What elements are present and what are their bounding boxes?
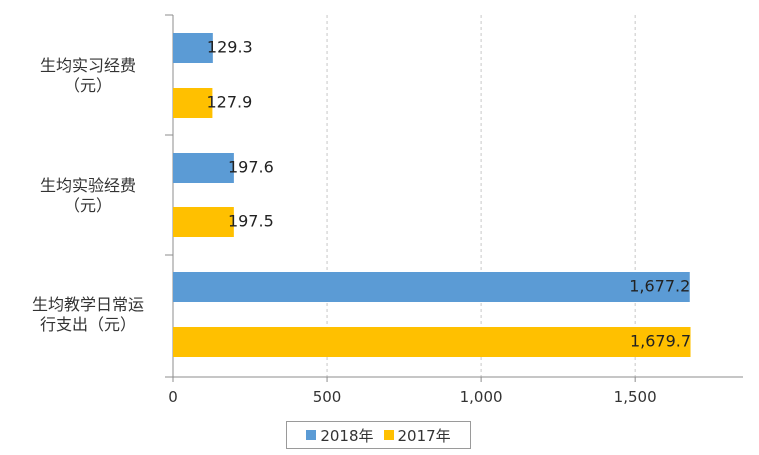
category-label-1: 生均实验经费（元） bbox=[40, 176, 136, 215]
tick-labels: 0 500 1,000 1,500 bbox=[168, 388, 656, 406]
data-label-2018-2: 1,677.2 bbox=[629, 277, 690, 296]
data-label-2018-0: 129.3 bbox=[207, 38, 253, 57]
bar-2018-0 bbox=[173, 33, 213, 63]
data-labels: 129.3 197.6 1,677.2 127.9 197.5 1,679.7 bbox=[207, 38, 692, 351]
x-tick-label-1000: 1,000 bbox=[460, 388, 503, 406]
x-tick-label-1500: 1,500 bbox=[614, 388, 657, 406]
legend-item-2017: 2017年 bbox=[383, 425, 451, 446]
legend: 2018年 2017年 bbox=[286, 421, 471, 449]
data-label-2017-2: 1,679.7 bbox=[630, 332, 691, 351]
axes bbox=[165, 14, 743, 382]
bar-2018-1 bbox=[173, 153, 234, 183]
legend-item-2018: 2018年 bbox=[306, 425, 374, 446]
legend-label-2018: 2018年 bbox=[320, 426, 374, 445]
bar-2017-0 bbox=[173, 88, 213, 118]
x-tick-label-500: 500 bbox=[313, 388, 342, 406]
category-labels: 生均实习经费（元） 生均实验经费（元） 生均教学日常运行支出（元） bbox=[32, 56, 144, 334]
data-label-2018-1: 197.6 bbox=[228, 158, 274, 177]
legend-swatch-2017 bbox=[383, 430, 394, 440]
bar-2018-2 bbox=[173, 272, 690, 302]
data-label-2017-1: 197.5 bbox=[228, 212, 274, 231]
bar-2017-2 bbox=[173, 327, 691, 357]
bar-2017-1 bbox=[173, 207, 234, 237]
legend-label-2017: 2017年 bbox=[397, 426, 451, 445]
grid-lines bbox=[326, 15, 636, 377]
category-label-2: 生均教学日常运行支出（元） bbox=[32, 295, 144, 334]
bars bbox=[173, 33, 691, 357]
legend-swatch-2018 bbox=[306, 430, 317, 440]
data-label-2017-0: 127.9 bbox=[207, 93, 253, 112]
category-label-0: 生均实习经费（元） bbox=[40, 56, 136, 95]
x-tick-label-0: 0 bbox=[168, 388, 178, 406]
